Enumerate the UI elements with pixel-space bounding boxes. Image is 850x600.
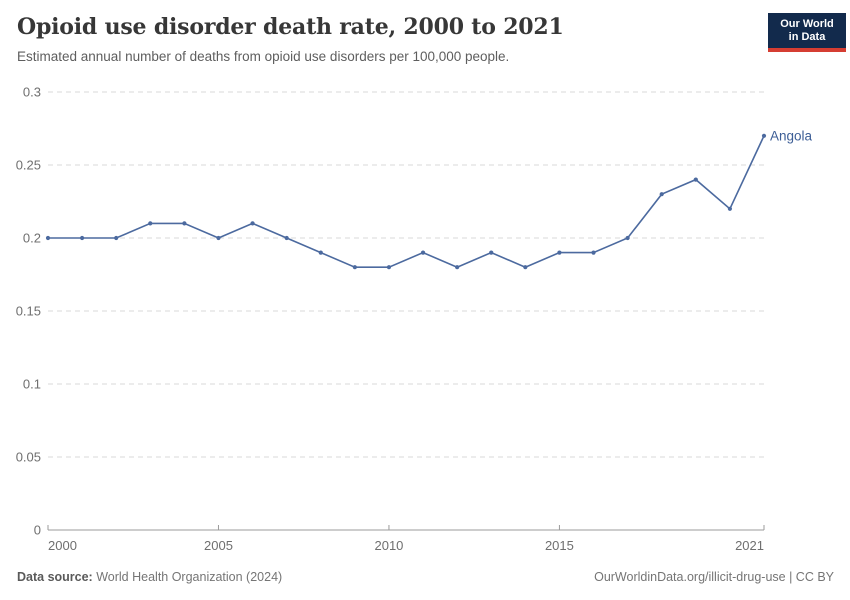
data-point[interactable] [659,192,664,197]
data-line[interactable] [48,135,765,269]
data-point[interactable] [318,250,323,255]
y-tick-label: 0.15 [16,304,41,319]
y-tick-label: 0 [34,523,41,538]
license-link[interactable]: OurWorldinData.org/illicit-drug-use | CC… [594,570,834,584]
y-tick-label: 0.25 [16,158,41,173]
data-point[interactable] [79,235,85,241]
data-point[interactable] [386,265,392,270]
owid-logo-line1: Our World [780,17,834,30]
x-tick-label: 2021 [735,538,764,553]
data-source-value: World Health Organization (2024) [96,570,283,584]
x-tick-label: 2005 [204,538,233,553]
x-tick-label: 2010 [374,538,403,553]
data-point[interactable] [182,221,187,226]
data-point[interactable] [148,221,153,226]
owid-logo-line2: in Data [788,30,826,43]
y-tick-label: 0.05 [16,450,41,465]
series-end-label[interactable]: Angola [770,128,813,143]
data-point[interactable] [284,235,289,241]
data-source: Data source: World Health Organization (… [17,570,282,584]
data-point[interactable] [250,221,255,226]
data-point[interactable] [489,250,494,255]
data-point[interactable] [352,265,357,270]
owid-logo[interactable]: Our World in Data [768,13,846,52]
data-point[interactable] [557,250,562,255]
data-source-label: Data source: [17,570,93,584]
data-point[interactable] [761,133,767,138]
data-point[interactable] [727,206,733,211]
y-tick-label: 0.3 [23,85,41,100]
y-tick-label: 0.1 [23,377,41,392]
chart-title: Opioid use disorder death rate, 2000 to … [17,14,564,40]
data-point[interactable] [523,265,528,270]
x-tick-label: 2000 [48,538,77,553]
y-tick-label: 0.2 [23,231,41,246]
data-point[interactable] [625,235,630,241]
data-point[interactable] [45,235,51,241]
data-point[interactable] [216,235,221,241]
data-point[interactable] [693,177,698,182]
x-tick-label: 2015 [545,538,574,553]
data-point[interactable] [455,265,460,270]
data-point[interactable] [591,250,596,255]
data-point[interactable] [114,235,119,241]
chart-subtitle: Estimated annual number of deaths from o… [17,49,510,64]
data-point[interactable] [420,250,426,255]
